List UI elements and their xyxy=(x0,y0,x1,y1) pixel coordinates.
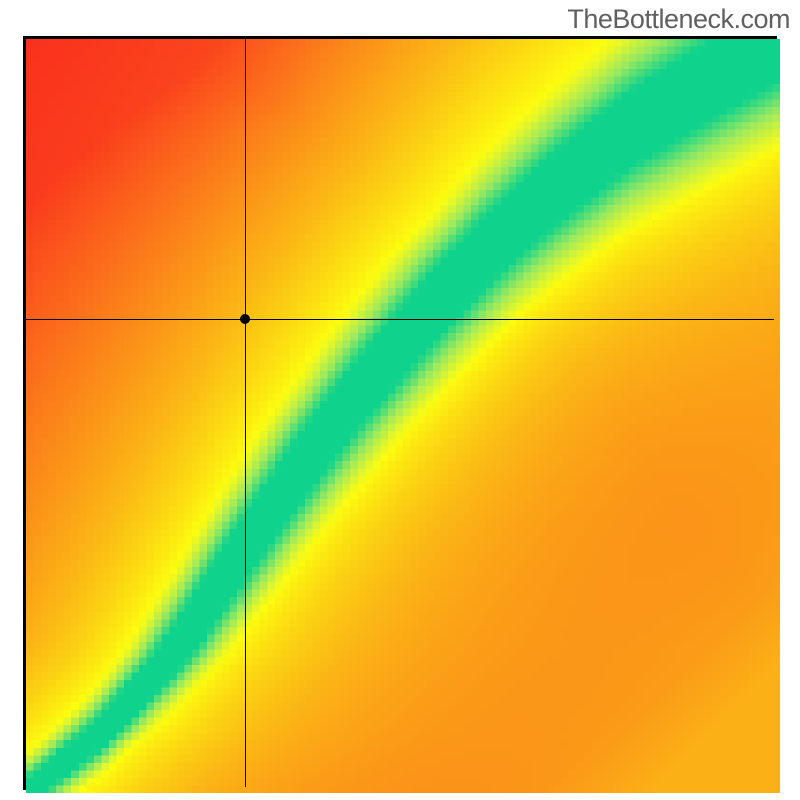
crosshair-marker-dot xyxy=(240,314,250,324)
chart-container: TheBottleneck.com xyxy=(0,0,800,800)
watermark-text: TheBottleneck.com xyxy=(567,4,790,35)
bottleneck-heatmap xyxy=(26,39,780,793)
crosshair-vertical xyxy=(245,39,246,787)
plot-frame xyxy=(23,36,777,790)
crosshair-horizontal xyxy=(26,319,774,320)
